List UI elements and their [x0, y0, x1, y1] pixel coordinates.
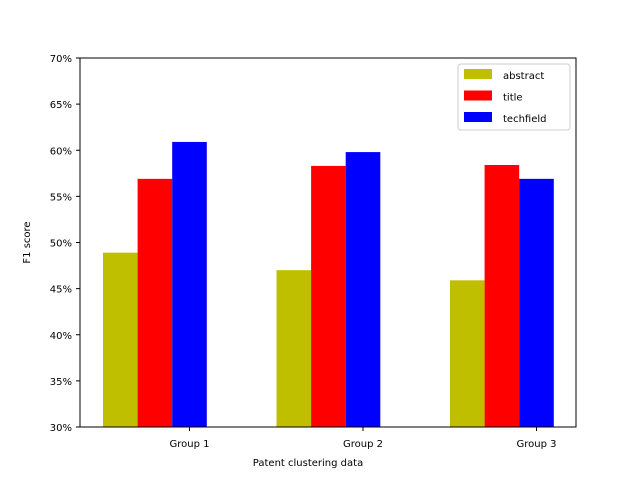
legend-label-techfield: techfield	[503, 114, 547, 125]
y-axis: 30% 35% 40% 45% 50% 55% 60% 65% 70%	[50, 54, 80, 434]
bar-techfield-1	[172, 141, 207, 427]
bar-techfield-2	[345, 152, 381, 427]
bar-abstract-1	[103, 252, 138, 427]
bars-layer	[103, 141, 554, 427]
y-tick-label: 60%	[50, 146, 72, 157]
legend-swatch-title	[464, 90, 492, 101]
y-axis-label: F1 score	[22, 221, 33, 263]
bar-abstract-3	[450, 280, 485, 427]
x-axis-label: Patent clustering data	[253, 458, 363, 469]
y-tick-label: 70%	[50, 54, 72, 65]
x-axis: Group 1 Group 2 Group 3	[170, 427, 557, 450]
bar-techfield-3	[519, 178, 554, 427]
y-tick-label: 45%	[50, 285, 72, 296]
bar-abstract-2	[276, 270, 312, 427]
y-tick-label: 35%	[50, 377, 72, 388]
x-tick-label: Group 2	[343, 439, 383, 450]
y-tick-label: 40%	[50, 331, 72, 342]
bar-title-1	[137, 178, 173, 427]
legend: abstract title techfield	[457, 63, 571, 131]
legend-swatch-abstract	[464, 69, 492, 79]
legend-swatch-techfield	[464, 112, 492, 122]
x-tick-label: Group 3	[517, 439, 557, 450]
bar-title-3	[484, 165, 520, 427]
y-tick-label: 55%	[50, 192, 72, 203]
bar-title-2	[311, 165, 346, 427]
y-tick-label: 50%	[50, 239, 72, 250]
legend-label-abstract: abstract	[503, 71, 544, 82]
y-tick-label: 65%	[50, 100, 72, 111]
x-tick-label: Group 1	[170, 439, 210, 450]
y-tick-label: 30%	[50, 423, 72, 434]
legend-label-title: title	[503, 93, 523, 104]
